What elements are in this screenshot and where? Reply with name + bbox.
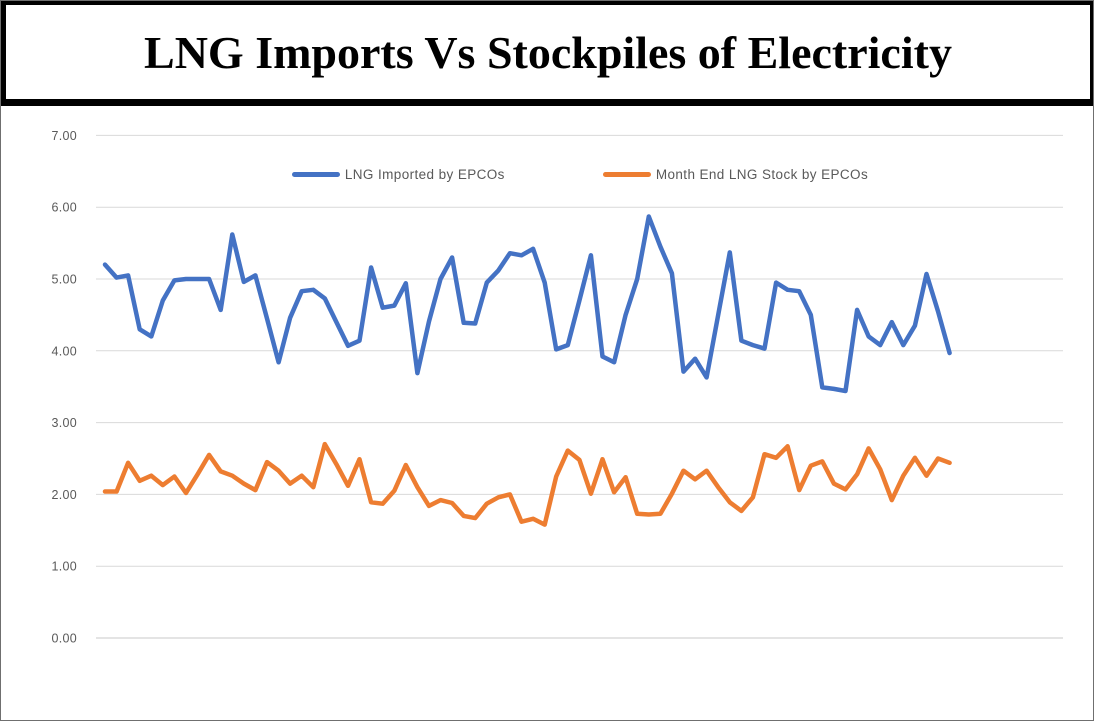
y-tick-label: 7.00	[51, 129, 77, 143]
legend-line-swatch-orange	[602, 171, 651, 177]
y-tick-label: 1.00	[51, 560, 77, 574]
legend-item-lng-stock: Month End LNG Stock by EPCOs	[602, 166, 869, 182]
legend-label-lng-imported: LNG Imported by EPCOs	[344, 166, 505, 182]
page-title: LNG Imports Vs Stockpiles of Electricity	[144, 26, 952, 78]
y-tick-label: 4.00	[51, 344, 77, 358]
series-line-lng-imported	[102, 214, 952, 394]
legend-line-swatch-blue	[291, 171, 340, 177]
y-tick-label: 3.00	[51, 416, 77, 430]
chart: LNG Imported by EPCOs Month End LNG Stoc…	[1, 106, 1093, 720]
series-line-lng-stock	[102, 441, 952, 527]
legend-label-lng-stock: Month End LNG Stock by EPCOs	[655, 166, 869, 182]
title-banner: LNG Imports Vs Stockpiles of Electricity	[1, 1, 1093, 106]
legend-item-lng-imported: LNG Imported by EPCOs	[291, 166, 505, 182]
y-tick-label: 6.00	[51, 201, 77, 215]
y-tick-label: 5.00	[51, 273, 77, 287]
chart-legend: LNG Imported by EPCOs Month End LNG Stoc…	[96, 163, 1064, 185]
plot-svg: 0.001.002.003.004.005.006.007.00Jan-14Ap…	[51, 129, 1063, 646]
y-tick-label: 2.00	[51, 488, 77, 502]
y-tick-label: 0.00	[51, 632, 77, 646]
